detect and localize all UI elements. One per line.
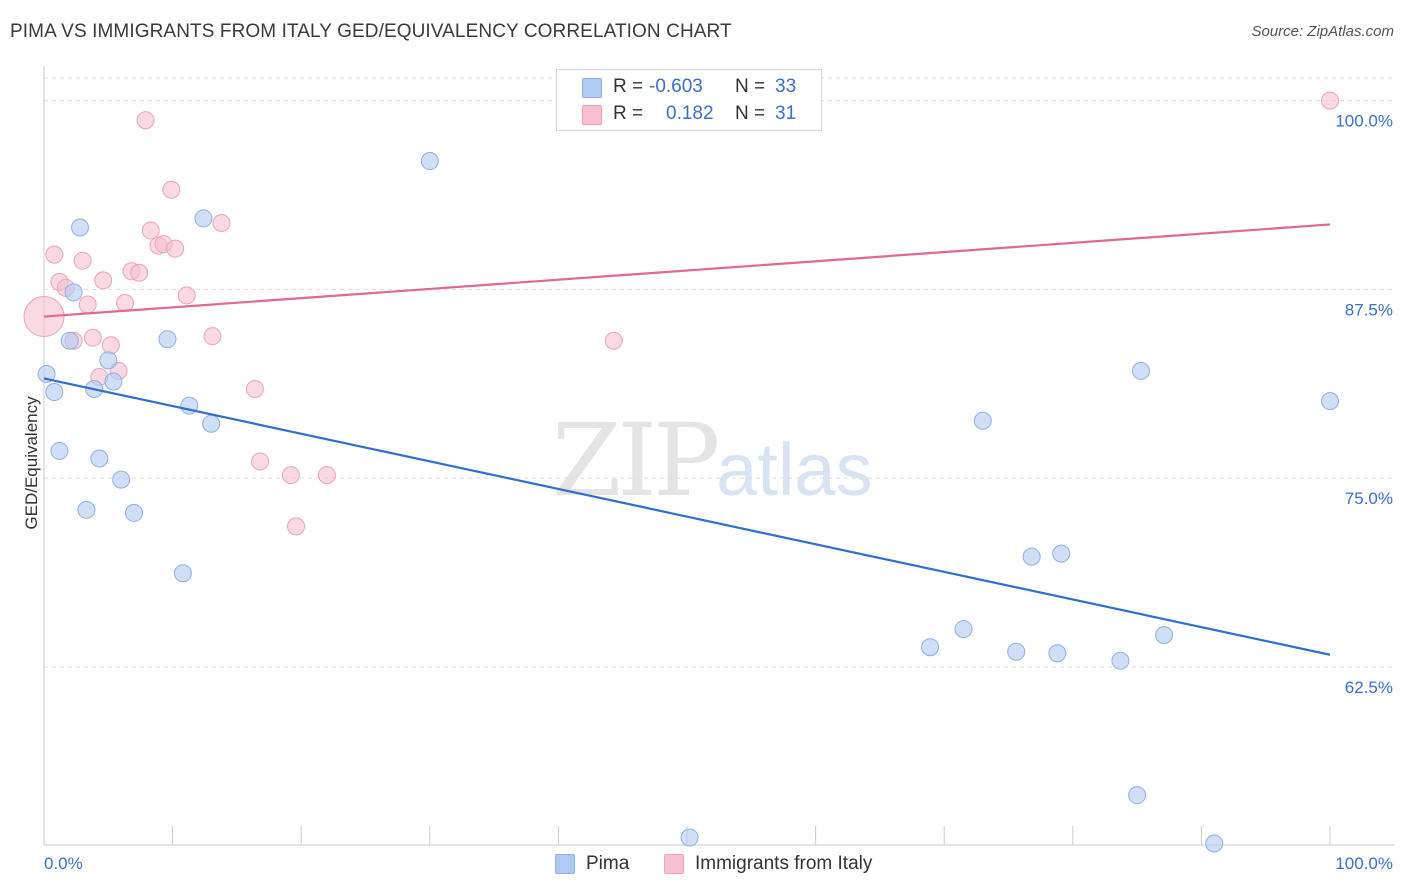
pima-point — [954, 620, 973, 639]
pima-point — [158, 330, 177, 349]
pima-point — [1022, 547, 1041, 566]
italy-point — [1321, 91, 1339, 110]
pima-points — [37, 152, 1339, 853]
pima-point — [104, 372, 123, 391]
pima-point — [1205, 834, 1224, 853]
correlation-legend: R = -0.603 N = 33 R = 0.182 N = 31 — [556, 69, 822, 131]
pima-legend-label: Pima — [586, 853, 630, 874]
trend-lines — [43, 223, 1331, 656]
y-tick-label: 100.0% — [1335, 112, 1393, 131]
pima-point — [1155, 626, 1174, 645]
pima-point — [1128, 786, 1147, 805]
italy-point — [78, 295, 97, 314]
pima-point — [45, 383, 64, 402]
r-label: R = — [613, 76, 644, 97]
pima-point — [60, 331, 79, 350]
pima-point — [99, 351, 118, 370]
r-label: R = — [613, 103, 644, 124]
pima-point — [71, 218, 90, 237]
italy-legend-swatch — [664, 854, 684, 874]
pima-point — [202, 414, 221, 433]
italy-point — [177, 286, 196, 305]
legend-row-italy: R = 0.182 N = 31 — [557, 101, 821, 127]
chart-title: PIMA VS IMMIGRANTS FROM ITALY GED/EQUIVA… — [10, 21, 732, 42]
pima-point — [50, 441, 69, 460]
italy-swatch — [582, 105, 602, 125]
italy-point — [130, 263, 149, 282]
y-tick-label: 87.5% — [1345, 300, 1393, 319]
italy-point — [83, 328, 102, 347]
italy-point — [136, 111, 155, 130]
italy-point — [604, 331, 623, 350]
italy-point — [141, 221, 160, 240]
italy-points — [23, 91, 1339, 536]
watermark-atlas: atlas — [716, 428, 873, 511]
x-tick-label: 100.0% — [1335, 854, 1393, 873]
italy-point — [101, 336, 120, 355]
italy-point — [203, 327, 222, 346]
y-tick-label: 75.0% — [1345, 489, 1393, 508]
pima-point — [973, 411, 992, 430]
pima-point — [1111, 651, 1130, 670]
pima-point — [1007, 642, 1026, 661]
pima-legend-swatch — [555, 854, 575, 874]
pima-trend-line — [43, 377, 1331, 656]
r-value: -0.603 — [649, 76, 703, 97]
pima-point — [420, 152, 439, 171]
pima-point — [77, 500, 96, 519]
pima-point — [112, 470, 131, 489]
legend-row-pima: R = -0.603 N = 33 — [557, 74, 821, 100]
pima-point — [37, 364, 56, 383]
pima-point — [680, 828, 699, 847]
n-label: N = — [735, 103, 766, 124]
y-axis-label: GED/Equivalency — [22, 396, 41, 530]
watermark: ZIPatlas — [552, 402, 873, 519]
gridlines — [44, 77, 1395, 668]
italy-trend-line — [43, 223, 1331, 318]
pima-point — [125, 503, 144, 522]
pima-point — [90, 449, 109, 468]
pima-point — [64, 283, 83, 302]
watermark-zip: ZIP — [552, 402, 720, 519]
pima-point — [1131, 361, 1150, 380]
n-value: 33 — [775, 76, 797, 97]
pima-point — [194, 209, 213, 228]
pima-swatch — [582, 78, 602, 98]
italy-point — [162, 180, 181, 199]
series-legend: Pima Immigrants from Italy — [0, 852, 1406, 878]
tick-labels: 62.5% 75.0% 87.5% 100.0% 0.0% 100.0% — [44, 112, 1393, 873]
x-tick-label: 0.0% — [44, 854, 83, 873]
italy-point — [245, 380, 264, 399]
italy-point — [287, 517, 306, 536]
italy-point — [94, 271, 113, 290]
italy-point — [281, 466, 300, 485]
axes — [43, 66, 1395, 846]
n-label: N = — [735, 76, 766, 97]
pima-point — [173, 564, 192, 583]
italy-point — [116, 293, 135, 312]
italy-point — [317, 466, 336, 485]
italy-point — [212, 213, 231, 232]
italy-point — [166, 239, 185, 258]
n-value: 31 — [775, 103, 797, 124]
y-tick-label: 62.5% — [1345, 678, 1393, 697]
italy-point — [73, 251, 92, 270]
pima-point — [921, 638, 940, 657]
pima-point — [1048, 644, 1067, 663]
pima-point — [1321, 392, 1339, 411]
italy-legend-label: Immigrants from Italy — [695, 853, 873, 874]
italy-point — [251, 452, 270, 471]
italy-point — [45, 245, 64, 264]
chart-source: Source: ZipAtlas.com — [1251, 23, 1394, 40]
r-value: 0.182 — [666, 103, 714, 124]
pima-point — [1052, 544, 1071, 563]
